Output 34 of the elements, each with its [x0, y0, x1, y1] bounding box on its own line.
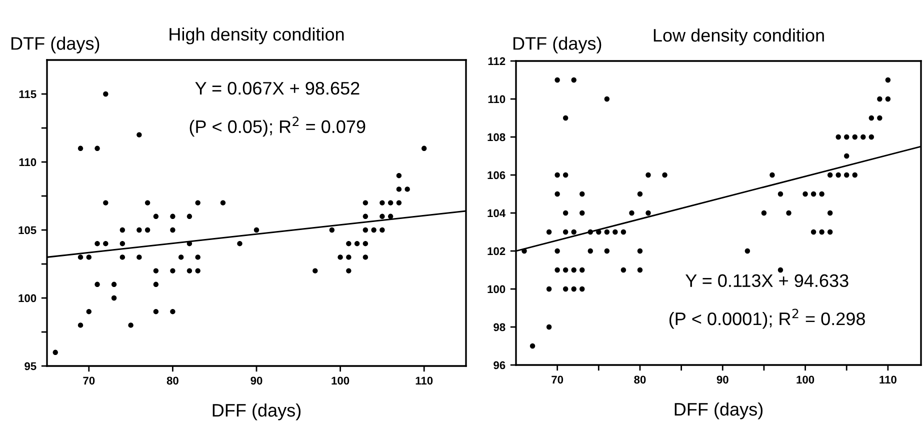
x-axis-title: DFF (days) — [212, 403, 301, 420]
y-tick-label: 105 — [18, 226, 36, 234]
x-tick-label: 110 — [416, 376, 433, 385]
x-axis-title: DFF (days) — [674, 402, 763, 420]
x-tick-label: 80 — [634, 376, 646, 384]
y-axis-title: DTF (days) — [11, 36, 100, 54]
annotation: (P < 0.05); R$^{2}$ = 0.079 — [190, 116, 366, 137]
y-tick-label: 100 — [488, 285, 506, 294]
x-tick-label: 80 — [166, 376, 178, 385]
annotation: (P < 0.0001); R$^{2}$ = 0.298 — [669, 308, 865, 329]
x-tick-label: 90 — [250, 376, 262, 385]
y-tick-label: 104 — [488, 209, 506, 218]
y-axis-title: DTF (days) — [513, 36, 602, 54]
annotation: Y = 0.067X + 98.652 — [195, 82, 360, 95]
y-tick-label: 110 — [19, 158, 36, 166]
y-tick-label: 106 — [488, 171, 506, 180]
x-tick-label: 90 — [716, 376, 728, 384]
x-tick-label: 100 — [796, 376, 814, 384]
y-tick-label: 100 — [18, 294, 36, 302]
y-tick-label: 98 — [494, 323, 506, 332]
y-tick-label: 96 — [494, 361, 506, 370]
y-tick-label: 115 — [19, 90, 36, 98]
x-tick-label: 70 — [552, 376, 564, 384]
chart-title: Low density condition — [654, 28, 824, 46]
y-tick-label: 112 — [488, 57, 506, 66]
annotation: Y = 0.113X + 94.633 — [686, 274, 848, 288]
x-tick-label: 100 — [332, 376, 350, 385]
y-tick-label: 95 — [24, 362, 36, 370]
y-tick-label: 102 — [488, 247, 506, 256]
x-tick-label: 110 — [880, 376, 896, 384]
x-tick-label: 70 — [83, 376, 95, 385]
y-tick-label: 110 — [488, 95, 506, 104]
y-tick-label: 108 — [488, 133, 506, 142]
chart-title: High density condition — [170, 27, 344, 44]
